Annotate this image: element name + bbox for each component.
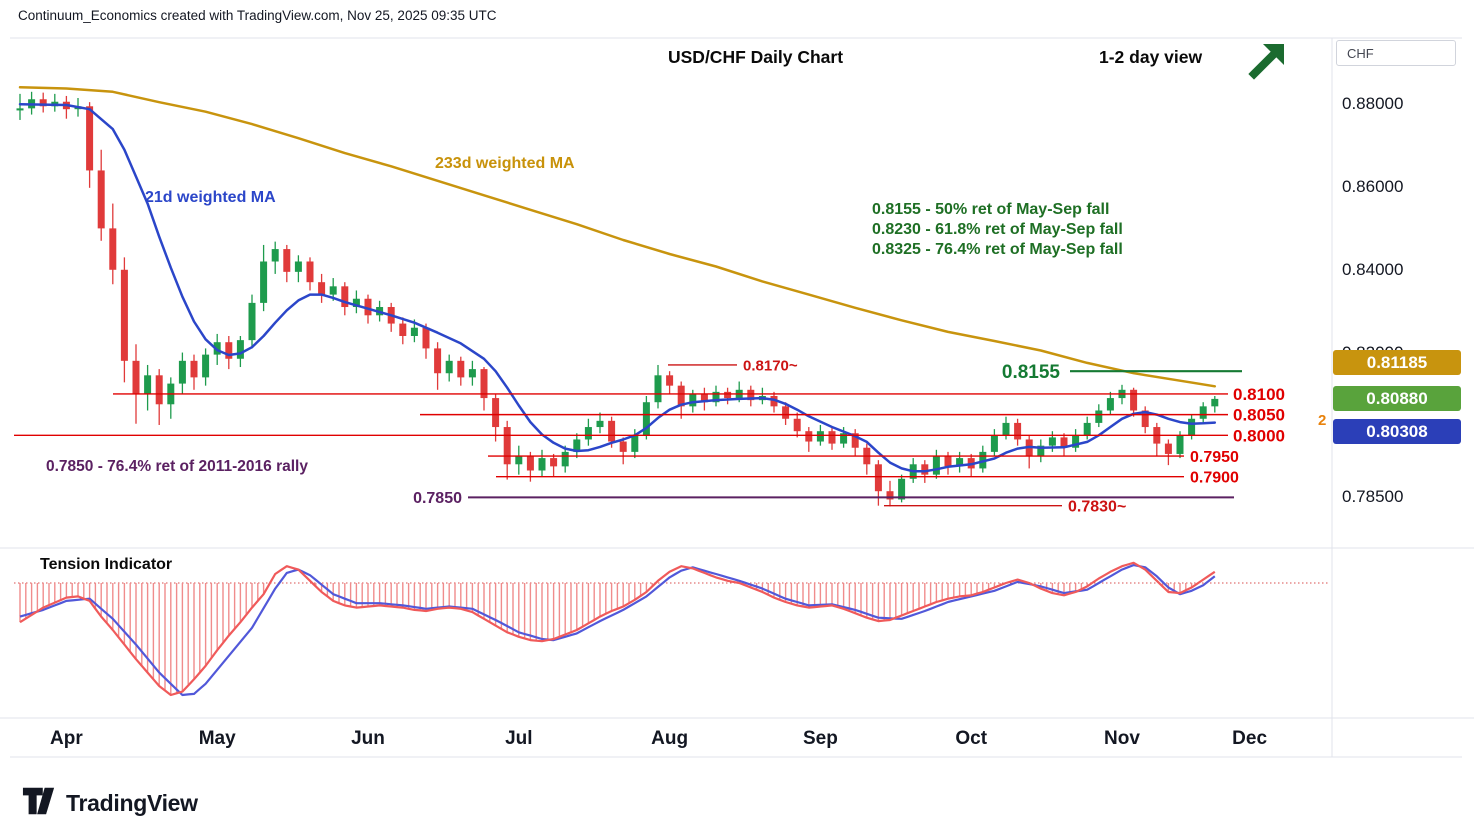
level-0.8155[interactable]: 0.8155 [1002, 362, 1242, 383]
level-0.8100[interactable]: 0.8100 [113, 385, 1285, 404]
level-0.7950[interactable]: 0.7950 [488, 449, 1239, 466]
tradingview-logo-icon[interactable] [22, 784, 56, 823]
price-tick-0.86000: 0.86000 [1342, 176, 1404, 196]
up-right-arrow-icon [1248, 40, 1288, 80]
svg-text:0.7850: 0.7850 [413, 490, 462, 507]
svg-text:0.7900: 0.7900 [1190, 469, 1239, 486]
last-price-badge: 0.80880 [1333, 386, 1461, 412]
tension-red-line [19, 561, 1216, 697]
level-0.8170~[interactable]: 0.8170~ [668, 357, 798, 374]
ma233-line [18, 86, 1217, 388]
price-tick-0.84000: 0.84000 [1342, 259, 1404, 279]
tension-indicator-label: Tension Indicator [40, 556, 173, 573]
tension-blue-line [19, 564, 1216, 697]
month-label-sep: Sep [803, 728, 838, 749]
chart-title: USD/CHF Daily Chart [668, 47, 844, 67]
month-label-aug: Aug [651, 728, 688, 749]
svg-text:0.8230 - 61.8% ret of May-Sep: 0.8230 - 61.8% ret of May-Sep fall [872, 221, 1123, 238]
svg-text:0.8155: 0.8155 [1002, 362, 1061, 383]
view-label: 1-2 day view [1099, 47, 1203, 67]
level-0.7900[interactable]: 0.7900 [496, 469, 1239, 486]
footer-brand[interactable]: TradingView [22, 784, 198, 823]
svg-text:0.7830~: 0.7830~ [1068, 498, 1126, 515]
tension-panel [14, 561, 1330, 697]
svg-text:0.8170~: 0.8170~ [743, 357, 798, 374]
candles [16, 91, 1219, 507]
svg-text:0.7950: 0.7950 [1190, 449, 1239, 466]
month-label-jul: Jul [505, 728, 532, 749]
month-label-oct: Oct [955, 728, 987, 749]
svg-text:0.8155 - 50% ret of May-Sep fa: 0.8155 - 50% ret of May-Sep fall [872, 201, 1109, 218]
level-0.8050[interactable]: 0.8050 [420, 406, 1285, 425]
month-label-may: May [199, 728, 236, 749]
svg-text:233d weighted MA: 233d weighted MA [435, 155, 575, 172]
price-axis-panel[interactable]: CHF 0.880000.860000.840000.820000.78500 … [1332, 0, 1474, 770]
ma21-line [18, 102, 1217, 473]
ma21-price-badge: 0.80308 [1333, 419, 1461, 445]
chart-annotations[interactable]: 233d weighted MA 21d weighted MA 0.8155 - … [46, 155, 1326, 475]
panel-separators [0, 37, 1474, 758]
month-label-nov: Nov [1104, 728, 1140, 749]
price-tick-0.88000: 0.88000 [1342, 94, 1404, 114]
symbol-box: CHF [1336, 40, 1456, 66]
attribution-text: Continuum_Economics created with Trading… [18, 8, 497, 23]
price-tick-0.78500: 0.78500 [1342, 487, 1404, 507]
symbol-label: CHF [1347, 46, 1374, 61]
ma233-price-badge: 0.81185 [1333, 350, 1461, 376]
svg-text:0.8000: 0.8000 [1233, 426, 1285, 445]
level-0.7850[interactable]: 0.7850 [413, 490, 1234, 507]
month-label-jun: Jun [351, 728, 385, 749]
month-label-apr: Apr [50, 728, 83, 749]
time-axis: Apr May Jun Jul Aug Sep Oct Nov Dec [50, 728, 1267, 749]
svg-text:0.8050: 0.8050 [1233, 406, 1285, 425]
month-label-dec: Dec [1232, 728, 1267, 749]
svg-text:2: 2 [1318, 412, 1326, 429]
svg-text:0.7850 - 76.4% ret of 2011-201: 0.7850 - 76.4% ret of 2011-2016 rally [46, 458, 308, 475]
level-0.7830~[interactable]: 0.7830~ [884, 498, 1126, 515]
svg-text:0.8325 - 76.4% ret of May-Sep: 0.8325 - 76.4% ret of May-Sep fall [872, 241, 1123, 258]
level-0.8000[interactable]: 0.8000 [14, 426, 1285, 445]
svg-text:0.8100: 0.8100 [1233, 385, 1285, 404]
svg-text:21d weighted MA: 21d weighted MA [145, 189, 276, 206]
tradingview-logo-text[interactable]: TradingView [66, 790, 198, 816]
